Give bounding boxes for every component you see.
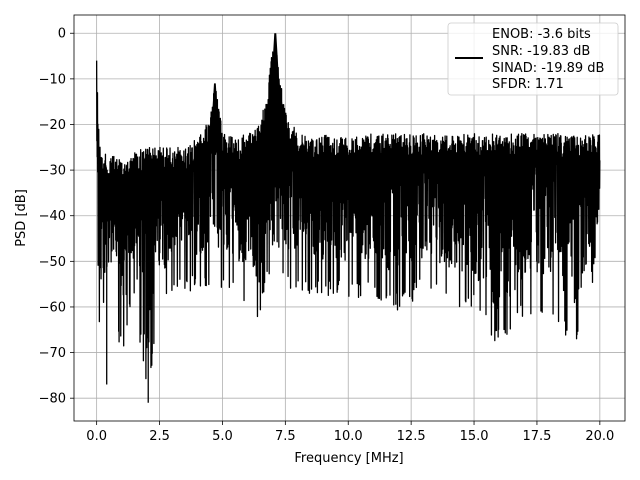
x-tick-label: 5.0 bbox=[212, 429, 233, 444]
y-axis: 0 −10 −20 −30 −40 −50 −60 −70 −80 bbox=[39, 27, 74, 407]
legend-sinad: SINAD: -19.89 dB bbox=[492, 61, 604, 76]
x-tick-label: 12.5 bbox=[397, 429, 426, 444]
y-axis-label: PSD [dB] bbox=[14, 189, 29, 247]
y-tick-label: −70 bbox=[39, 346, 66, 361]
x-axis-label: Frequency [MHz] bbox=[294, 451, 403, 466]
y-tick-label: −80 bbox=[39, 392, 66, 407]
legend-enob: ENOB: -3.6 bits bbox=[492, 27, 591, 42]
x-tick-label: 20.0 bbox=[585, 429, 614, 444]
legend-box bbox=[447, 22, 619, 96]
main-peak bbox=[265, 33, 286, 125]
psd-series-line bbox=[95, 37, 601, 380]
y-tick-label: −10 bbox=[39, 72, 66, 87]
x-tick-label: 7.5 bbox=[275, 429, 296, 444]
x-tick-label: 0.0 bbox=[86, 429, 107, 444]
x-axis: 0.0 2.5 5.0 7.5 10.0 12.5 15.0 17.5 20.0 bbox=[86, 421, 614, 444]
secondary-peak bbox=[208, 83, 221, 134]
plot-frame bbox=[73, 14, 626, 422]
y-tick-label: −40 bbox=[39, 209, 66, 224]
legend-sfdr: SFDR: 1.71 bbox=[492, 77, 564, 92]
y-tick-label: −60 bbox=[39, 300, 66, 315]
series-area bbox=[95, 33, 601, 403]
y-tick-label: −30 bbox=[39, 164, 66, 179]
y-tick-label: 0 bbox=[58, 27, 66, 42]
x-tick-label: 10.0 bbox=[334, 429, 363, 444]
y-tick-label: −50 bbox=[39, 255, 66, 270]
legend: ENOB: -3.6 bits SNR: -19.83 dB SINAD: -1… bbox=[447, 22, 619, 96]
y-tick-label: −20 bbox=[39, 118, 66, 133]
legend-snr: SNR: -19.83 dB bbox=[492, 44, 590, 59]
x-tick-label: 17.5 bbox=[522, 429, 551, 444]
x-tick-label: 2.5 bbox=[149, 429, 170, 444]
x-tick-label: 15.0 bbox=[460, 429, 489, 444]
